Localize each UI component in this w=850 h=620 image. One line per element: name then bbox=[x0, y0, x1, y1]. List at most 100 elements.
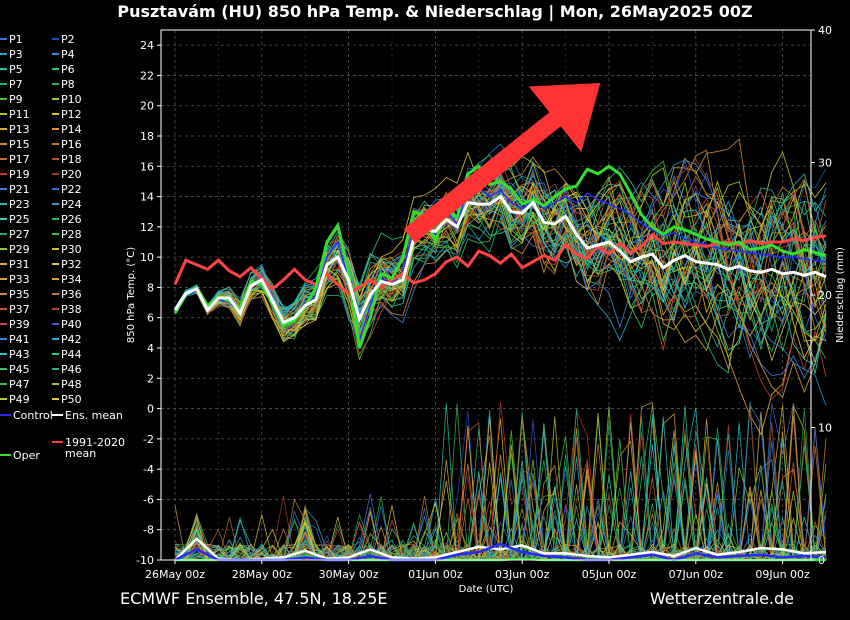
y-tick-label: 2 bbox=[147, 372, 154, 385]
legend-label: P40 bbox=[61, 318, 82, 331]
member-line bbox=[174, 138, 827, 340]
y-tick-label: -2 bbox=[143, 433, 154, 446]
y-tick-label: 22 bbox=[140, 69, 154, 82]
y-tick-label: 16 bbox=[140, 160, 154, 173]
y2-axis-label: Niederschlag (mm) bbox=[835, 247, 846, 343]
arrow-shape bbox=[403, 83, 601, 243]
y-tick-label: 6 bbox=[147, 312, 154, 325]
footer-source: ECMWF Ensemble, 47.5N, 18.25E bbox=[120, 589, 388, 608]
legend-label: P1 bbox=[9, 33, 23, 46]
legend-label: P29 bbox=[9, 243, 30, 256]
legend-label: P5 bbox=[9, 63, 23, 76]
y2-tick-label: 40 bbox=[818, 24, 832, 37]
x-tick-label: 09Jun 00z bbox=[755, 568, 810, 581]
legend-label: P36 bbox=[61, 288, 82, 301]
legend-label: P33 bbox=[9, 273, 30, 286]
legend-label: Oper bbox=[13, 449, 40, 462]
y-tick-label: 24 bbox=[140, 39, 154, 52]
legend-label: P39 bbox=[9, 318, 30, 331]
x-tick-label: 28May 00z bbox=[232, 568, 292, 581]
legend-label: P30 bbox=[61, 243, 82, 256]
y-tick-label: 4 bbox=[147, 342, 154, 355]
annotation-arrow bbox=[403, 83, 601, 243]
legend-label: P44 bbox=[61, 348, 82, 361]
ensemble-members bbox=[174, 138, 827, 436]
oper-line bbox=[173, 164, 827, 349]
legend-label: P14 bbox=[61, 123, 82, 136]
legend-label: P8 bbox=[61, 78, 75, 91]
legend-label: P15 bbox=[9, 138, 30, 151]
legend-label: P26 bbox=[61, 213, 82, 226]
y-tick-label: 18 bbox=[140, 130, 154, 143]
x-tick-label: 01Jun 00z bbox=[408, 568, 463, 581]
x-tick-label: 03Jun 00z bbox=[495, 568, 550, 581]
footer-site: Wetterzentrale.de bbox=[650, 589, 794, 608]
x-tick-label: 07Jun 00z bbox=[669, 568, 724, 581]
y-tick-label: -6 bbox=[143, 493, 154, 506]
x-axis-label: Date (UTC) bbox=[459, 584, 514, 595]
member-line bbox=[174, 194, 827, 352]
legend-label: P12 bbox=[61, 108, 82, 121]
legend-label: P3 bbox=[9, 48, 23, 61]
special-series bbox=[173, 164, 827, 349]
legend-label: P37 bbox=[9, 303, 30, 316]
legend-label: P32 bbox=[61, 258, 82, 271]
legend-label: Control bbox=[13, 409, 53, 422]
legend-label-cont: mean bbox=[65, 447, 96, 460]
legend-label: P48 bbox=[61, 378, 82, 391]
y-axis-label: 850 hPa Temp. (°C) bbox=[126, 247, 137, 343]
legend-label: P45 bbox=[9, 363, 30, 376]
y-tick-label: -4 bbox=[143, 463, 154, 476]
legend-label: P9 bbox=[9, 93, 23, 106]
legend-label: 1991-2020 bbox=[65, 436, 125, 449]
precip-member-line bbox=[174, 404, 827, 561]
legend-label: P13 bbox=[9, 123, 30, 136]
legend-label: P24 bbox=[61, 198, 82, 211]
legend-label: P27 bbox=[9, 228, 30, 241]
y-tick-label: 0 bbox=[147, 403, 154, 416]
legend-label: P35 bbox=[9, 288, 30, 301]
legend-label: P4 bbox=[61, 48, 75, 61]
legend-label: P22 bbox=[61, 183, 82, 196]
x-axis-ticks: 26May 00z 28May 00z 30May 00z 01Jun 00z 03Ju… bbox=[145, 560, 810, 581]
legend-label: P10 bbox=[61, 93, 82, 106]
legend-label: P21 bbox=[9, 183, 30, 196]
legend-label: P50 bbox=[61, 393, 82, 406]
y-tick-label: 12 bbox=[140, 221, 154, 234]
x-tick-label: 30May 00z bbox=[319, 568, 379, 581]
y2-tick-label: 20 bbox=[818, 289, 832, 302]
legend-label: P46 bbox=[61, 363, 82, 376]
legend-label: P7 bbox=[9, 78, 23, 91]
legend-label: Ens. mean bbox=[65, 409, 123, 422]
member-line bbox=[174, 158, 827, 335]
member-line bbox=[174, 167, 827, 342]
precip-member-line bbox=[174, 436, 827, 561]
legend-label: P16 bbox=[61, 138, 82, 151]
legend-label: P17 bbox=[9, 153, 30, 166]
member-line bbox=[174, 151, 827, 333]
y2-tick-label: 0 bbox=[818, 554, 825, 567]
legend-label: P31 bbox=[9, 258, 30, 271]
ens-mean-line bbox=[173, 194, 827, 325]
member-line bbox=[174, 170, 827, 399]
legend-label: P18 bbox=[61, 153, 82, 166]
legend-label: P41 bbox=[9, 333, 30, 346]
legend-label: P11 bbox=[9, 108, 30, 121]
y-tick-label: 14 bbox=[140, 191, 154, 204]
y-tick-label: -10 bbox=[136, 554, 154, 567]
x-tick-label: 05Jun 00z bbox=[582, 568, 637, 581]
legend-label: P6 bbox=[61, 63, 75, 76]
legend-label: P19 bbox=[9, 168, 30, 181]
legend-label: P42 bbox=[61, 333, 82, 346]
legend: P1 P2 P3 P4 P5 P6 P7 P8 P9 P10 P11 P12 P13 P14 P15 P16 P… bbox=[0, 33, 125, 462]
legend-label: P28 bbox=[61, 228, 82, 241]
precip-ens-mean-line bbox=[174, 537, 827, 562]
y-tick-label: 8 bbox=[147, 281, 154, 294]
y2-tick-label: 10 bbox=[818, 422, 832, 435]
legend-label: P49 bbox=[9, 393, 30, 406]
member-line bbox=[174, 179, 827, 340]
legend-label: P43 bbox=[9, 348, 30, 361]
legend-label: P47 bbox=[9, 378, 30, 391]
